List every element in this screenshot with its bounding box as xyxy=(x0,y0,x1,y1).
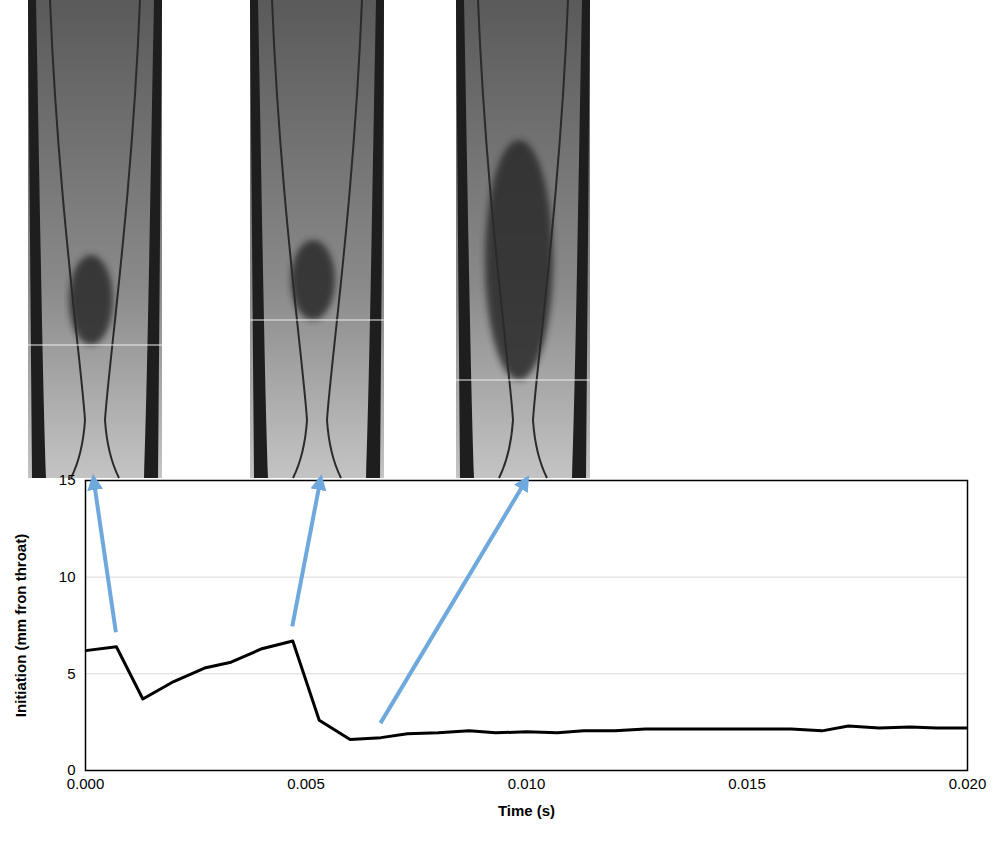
svg-text:0.015: 0.015 xyxy=(728,775,766,792)
svg-text:Initiation (mm fron throat): Initiation (mm fron throat) xyxy=(12,534,29,717)
svg-text:0.000: 0.000 xyxy=(66,775,105,793)
svg-text:0.005: 0.005 xyxy=(287,775,325,792)
svg-text:15: 15 xyxy=(59,471,76,488)
svg-text:Time (s): Time (s) xyxy=(498,802,555,819)
svg-text:0.020: 0.020 xyxy=(949,775,987,792)
svg-text:0.010: 0.010 xyxy=(508,775,546,792)
svg-text:0: 0 xyxy=(67,761,75,778)
svg-text:10: 10 xyxy=(59,568,76,585)
svg-text:5: 5 xyxy=(67,665,75,682)
